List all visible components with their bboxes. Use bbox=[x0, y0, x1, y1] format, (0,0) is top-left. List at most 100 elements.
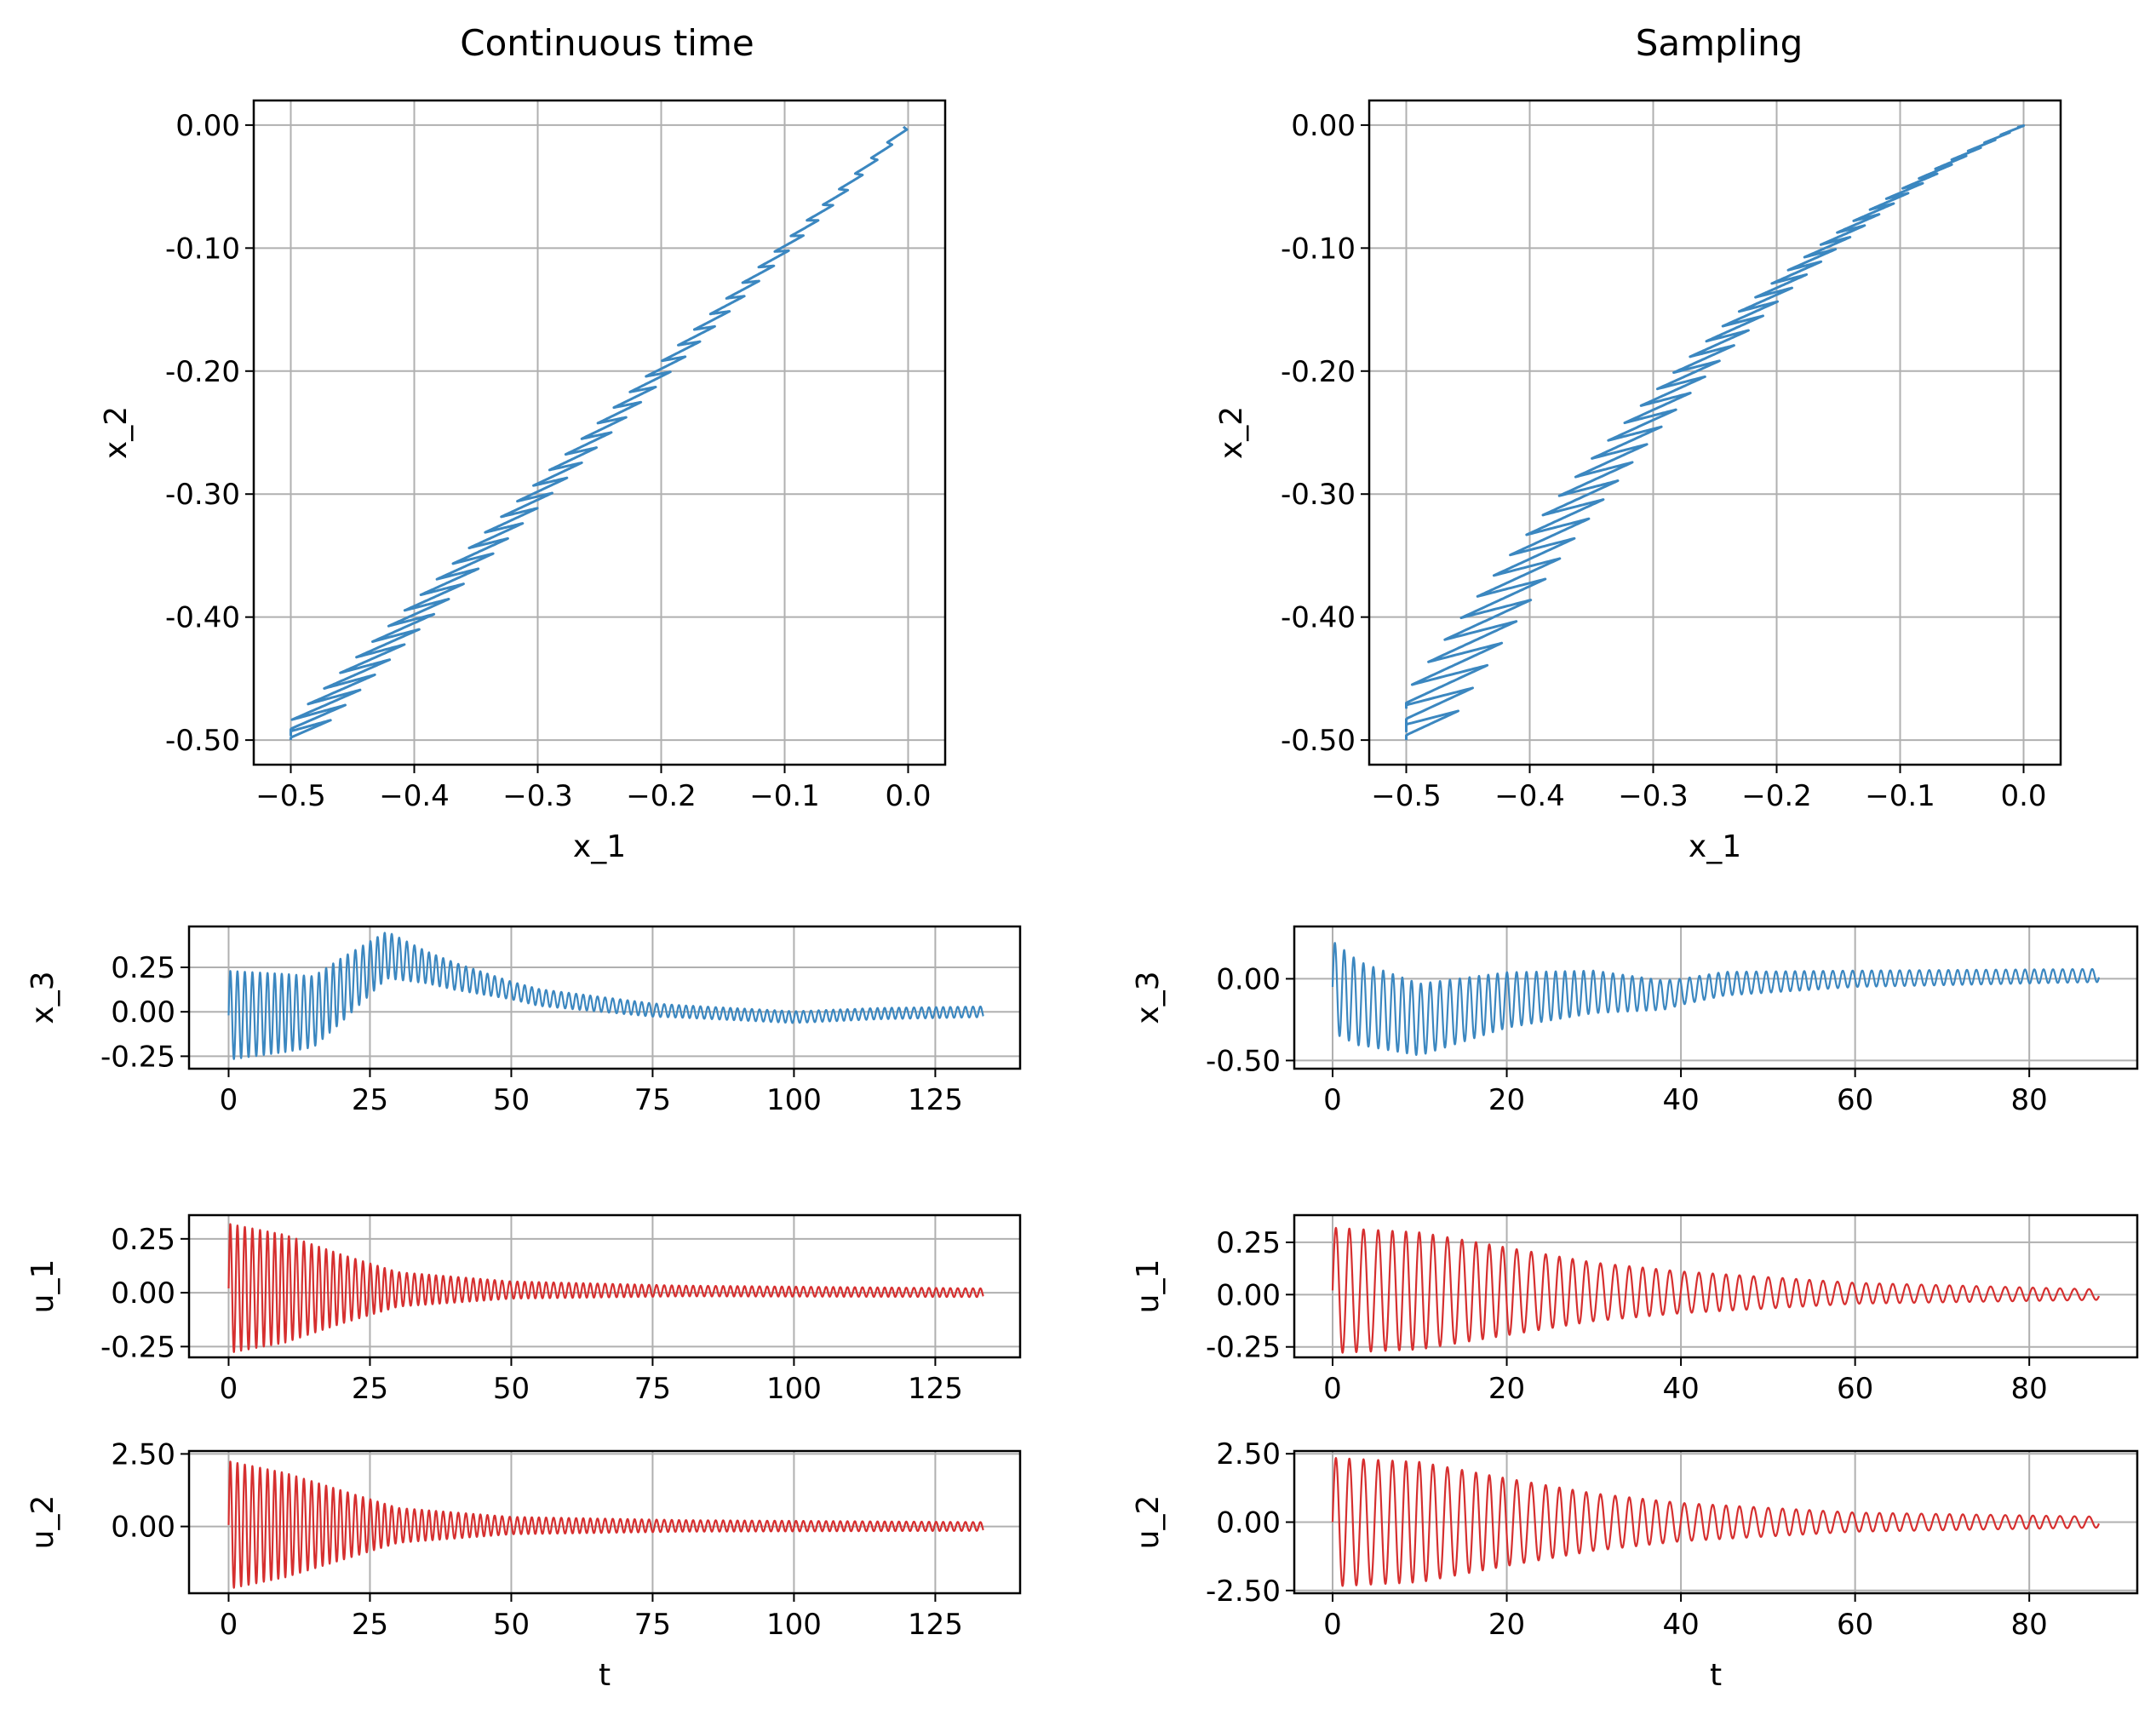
x-tick-label: 100 bbox=[766, 1083, 822, 1117]
y-axis-label: u_1 bbox=[26, 1259, 60, 1314]
x-tick-label: 60 bbox=[1837, 1608, 1873, 1642]
y-axis-label: x_2 bbox=[1214, 406, 1249, 459]
x-tick-label: 60 bbox=[1837, 1083, 1873, 1117]
x-tick-label: 80 bbox=[2011, 1083, 2048, 1117]
chart-phase-sampling: −0.5 −0.4 −0.3 −0.2 −0.1 0.0 0.00 -0.10 -0.20 -0.… bbox=[1214, 99, 2062, 864]
x-tick-label: −0.2 bbox=[626, 779, 697, 813]
y-tick-label: 0.00 bbox=[1291, 109, 1356, 143]
y-tick-label: -0.50 bbox=[1206, 1044, 1281, 1078]
axes-frame bbox=[1368, 99, 2062, 766]
chart-u2-sampling: 0 20 40 60 80 2.50 0.00 -2.50 t u_2 bbox=[1131, 1437, 2139, 1693]
y-axis-label: u_2 bbox=[26, 1495, 60, 1550]
x-tick-label: 80 bbox=[2011, 1608, 2048, 1642]
chart-x3-continuous: 0 25 50 75 100 125 0.25 0.00 -0.25 x_3 bbox=[26, 925, 1022, 1117]
x-tick-label: 0 bbox=[220, 1083, 238, 1117]
chart-u2-continuous: 0 25 50 75 100 125 2.50 0.00 t u_2 bbox=[26, 1437, 1022, 1693]
y-tick-label: -0.30 bbox=[1281, 478, 1356, 512]
x-tick-label: −0.4 bbox=[379, 779, 450, 813]
x-tick-label: 60 bbox=[1837, 1372, 1873, 1406]
x-tick-label: 75 bbox=[634, 1083, 671, 1117]
y-tick-label: -0.25 bbox=[1206, 1331, 1281, 1365]
x-tick-label: 0 bbox=[220, 1372, 238, 1406]
x-axis-label: t bbox=[599, 1658, 611, 1693]
x-axis-label: x_1 bbox=[573, 829, 626, 864]
series-line-x3-continuous bbox=[227, 932, 984, 1060]
y-tick-label: -0.10 bbox=[165, 232, 240, 266]
title-continuous: Continuous time bbox=[460, 22, 754, 64]
y-tick-label: 0.00 bbox=[1216, 1506, 1281, 1540]
y-tick-label: -0.25 bbox=[100, 1040, 175, 1074]
y-tick-label: 0.00 bbox=[111, 1511, 175, 1545]
x-tick-label: −0.1 bbox=[749, 779, 820, 813]
x-tick-label: −0.1 bbox=[1865, 779, 1935, 813]
y-tick-label: 0.25 bbox=[1216, 1226, 1281, 1260]
y-axis-label: x_2 bbox=[99, 406, 134, 459]
axes-frame bbox=[1293, 1213, 2139, 1359]
y-tick-label: -0.50 bbox=[165, 724, 240, 758]
chart-u1-sampling: 0 20 40 60 80 0.25 0.00 -0.25 u_1 bbox=[1131, 1213, 2139, 1406]
chart-x3-sampling: 0 20 40 60 80 0.00 -0.50 x_3 bbox=[1131, 925, 2139, 1117]
y-tick-label: 0.25 bbox=[111, 951, 175, 985]
y-tick-label: 2.50 bbox=[111, 1437, 175, 1471]
x-tick-label: 20 bbox=[1488, 1372, 1525, 1406]
x-tick-label: 125 bbox=[908, 1372, 963, 1406]
y-tick-label: 0.00 bbox=[111, 995, 175, 1030]
x-tick-label: 25 bbox=[352, 1083, 388, 1117]
y-tick-label: -2.50 bbox=[1206, 1574, 1281, 1609]
x-tick-label: 75 bbox=[634, 1372, 671, 1406]
x-tick-label: −0.3 bbox=[502, 779, 573, 813]
x-tick-label: −0.5 bbox=[1371, 779, 1442, 813]
y-tick-label: -0.25 bbox=[100, 1330, 175, 1364]
x-tick-label: 20 bbox=[1488, 1083, 1525, 1117]
y-tick-label: 2.50 bbox=[1216, 1437, 1281, 1471]
x-tick-label: 25 bbox=[352, 1372, 388, 1406]
x-tick-label: 0.0 bbox=[2000, 779, 2046, 813]
series-line-phase-sampling bbox=[1405, 123, 2025, 741]
x-tick-label: 40 bbox=[1662, 1372, 1699, 1406]
series-line-u2-sampling bbox=[1331, 1457, 2100, 1587]
x-tick-label: 100 bbox=[766, 1608, 822, 1642]
y-tick-label: -0.20 bbox=[1281, 355, 1356, 389]
x-tick-label: 25 bbox=[352, 1608, 388, 1642]
y-tick-label: 0.00 bbox=[1216, 1278, 1281, 1312]
x-tick-label: 100 bbox=[766, 1372, 822, 1406]
y-tick-label: 0.00 bbox=[1216, 962, 1281, 996]
x-tick-label: 0.0 bbox=[885, 779, 931, 813]
x-tick-label: 50 bbox=[493, 1083, 530, 1117]
x-tick-label: 50 bbox=[493, 1372, 530, 1406]
x-tick-label: 125 bbox=[908, 1083, 963, 1117]
y-tick-label: -0.30 bbox=[165, 478, 240, 512]
y-tick-label: -0.40 bbox=[165, 601, 240, 635]
y-tick-label: -0.10 bbox=[1281, 232, 1356, 266]
y-axis-label: u_2 bbox=[1131, 1495, 1166, 1550]
x-tick-label: 40 bbox=[1662, 1608, 1699, 1642]
axes-frame bbox=[1293, 1449, 2139, 1595]
x-axis-label: x_1 bbox=[1689, 829, 1741, 864]
y-tick-label: 0.00 bbox=[175, 109, 240, 143]
x-tick-label: 125 bbox=[908, 1608, 963, 1642]
y-tick-label: -0.20 bbox=[165, 355, 240, 389]
chart-phase-continuous: −0.5 −0.4 −0.3 −0.2 −0.1 0.0 0.00 -0.10 -0.20 -0.… bbox=[99, 99, 947, 864]
x-axis-label: t bbox=[1710, 1658, 1722, 1693]
x-tick-label: −0.2 bbox=[1741, 779, 1812, 813]
series-line-u2-continuous bbox=[227, 1460, 984, 1589]
x-tick-label: −0.4 bbox=[1494, 779, 1565, 813]
series-line-u1-continuous bbox=[227, 1223, 984, 1353]
x-tick-label: 0 bbox=[220, 1608, 238, 1642]
x-tick-label: 40 bbox=[1662, 1083, 1699, 1117]
y-axis-label: x_3 bbox=[26, 971, 60, 1024]
y-axis-label: u_1 bbox=[1131, 1259, 1166, 1314]
series-line-phase-continuous bbox=[290, 125, 909, 742]
x-tick-label: 80 bbox=[2011, 1372, 2048, 1406]
axes-frame bbox=[252, 99, 947, 766]
series-line-x3-sampling bbox=[1331, 942, 2101, 1056]
y-axis-label: x_3 bbox=[1131, 971, 1166, 1024]
y-tick-label: 0.25 bbox=[111, 1223, 175, 1257]
y-tick-label: -0.50 bbox=[1281, 724, 1356, 758]
x-tick-label: 50 bbox=[493, 1608, 530, 1642]
axes-frame bbox=[187, 1449, 1022, 1595]
x-tick-label: −0.3 bbox=[1618, 779, 1689, 813]
x-tick-label: 75 bbox=[634, 1608, 671, 1642]
title-sampling: Sampling bbox=[1636, 22, 1803, 64]
